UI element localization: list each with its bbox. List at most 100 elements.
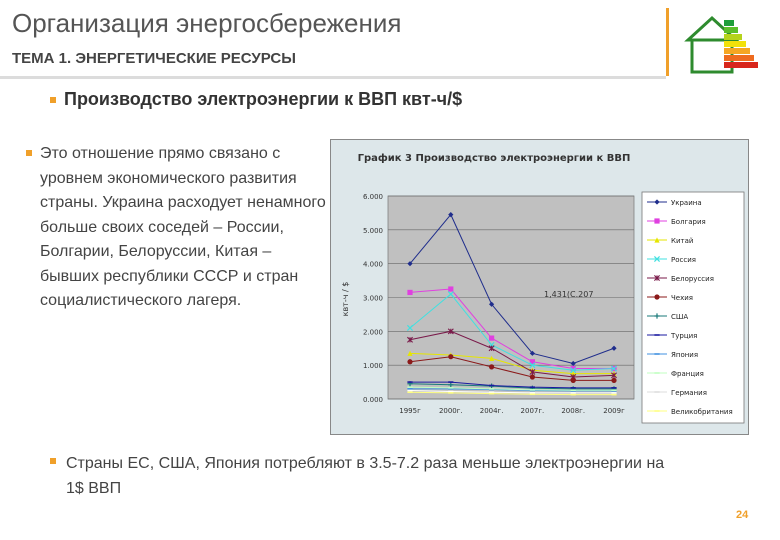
legend-label: Китай — [671, 237, 693, 245]
data-point — [529, 368, 536, 375]
y-tick-label: 1.000 — [363, 362, 383, 370]
x-tick-labels: 1995г 2000г. 2004г. 2007г. 2008г. 2009г — [399, 407, 625, 415]
y-tick-label: 0.000 — [363, 396, 383, 404]
data-point — [570, 365, 576, 372]
y-tick-labels: 0.000 1.000 2.000 3.000 4.000 5.000 6.000 — [363, 193, 383, 404]
header-divider — [0, 76, 666, 79]
data-point — [610, 365, 618, 372]
page-number: 24 — [736, 509, 749, 521]
legend-label: США — [671, 313, 688, 321]
legend-item: Россия — [647, 255, 696, 264]
x-tick-label: 1995г — [399, 407, 421, 415]
chart-title: График 3 Производство электроэнергии к В… — [358, 152, 631, 164]
legend-label: Великобритания — [671, 408, 733, 416]
series-line — [409, 383, 614, 390]
x-tick-label: 2000г. — [439, 407, 463, 415]
legend-item: Чехия — [647, 294, 693, 302]
legend-label: Болгария — [671, 218, 706, 226]
legend-item: Украина — [647, 199, 702, 207]
series-line — [409, 352, 614, 375]
series — [407, 386, 617, 392]
series-lines — [406, 212, 618, 396]
legend — [641, 191, 745, 424]
legend-item: США — [647, 313, 688, 321]
series-line — [409, 391, 614, 396]
data-point — [653, 255, 661, 263]
series-line — [409, 356, 614, 381]
series — [407, 381, 617, 389]
legend-item: Великобритания — [647, 408, 733, 416]
series-line — [409, 330, 615, 378]
slide-heading: Производство электроэнергии к ВВП квт-ч/… — [64, 89, 463, 109]
body-paragraph: Это отношение прямо связано с уровнем эк… — [40, 145, 326, 309]
data-point — [654, 237, 660, 243]
series-line — [409, 293, 615, 371]
data-point — [407, 336, 413, 343]
x-tick-label: 2009г — [603, 407, 625, 415]
data-point — [448, 286, 454, 292]
legend-label: Россия — [671, 256, 696, 264]
gridlines — [388, 195, 634, 400]
data-point — [611, 345, 617, 351]
legend-label: Турция — [670, 332, 697, 340]
data-point — [407, 350, 413, 356]
data-point — [447, 291, 454, 298]
data-point — [529, 359, 535, 365]
x-tick-label: 2004г. — [480, 407, 504, 415]
data-point — [654, 199, 660, 205]
chart-annotation: 1,431(С.207 — [544, 290, 593, 299]
data-point — [407, 261, 413, 267]
energy-house-icon — [684, 15, 758, 74]
data-point — [407, 289, 413, 296]
energy-gdp-chart: График 3 Производство электроэнергии к В… — [330, 139, 749, 435]
legend-item: Турция — [647, 332, 697, 340]
data-point — [654, 218, 660, 224]
y-tick-label: 4.000 — [363, 261, 383, 269]
legend-label: Украина — [671, 199, 702, 207]
legend-item: Япония — [647, 351, 698, 359]
x-tick-label: 2008г. — [561, 407, 585, 415]
data-point — [448, 354, 454, 360]
data-point — [488, 345, 495, 352]
legend-label: Франция — [671, 370, 704, 378]
data-point — [570, 367, 577, 374]
data-point — [489, 335, 495, 341]
header-subtitle: ТЕМА 1. ЭНЕРГЕТИЧЕСКИЕ РЕСУРСЫ — [12, 50, 296, 67]
footnote-text: Страны ЕС, США, Япония потребляют в 3.5-… — [66, 455, 665, 497]
data-point — [407, 359, 413, 365]
data-point — [448, 382, 454, 388]
y-tick-label: 2.000 — [363, 328, 383, 336]
bullet-marker — [26, 150, 32, 156]
x-tick-label: 2007г. — [521, 407, 545, 415]
series-line — [410, 388, 614, 392]
legend-label: Белоруссия — [671, 275, 714, 283]
y-tick-label: 3.000 — [363, 295, 383, 303]
y-tick-label: 5.000 — [363, 227, 383, 235]
data-point — [654, 275, 660, 281]
header-title: Организация энергосбережения — [12, 8, 402, 38]
data-point — [570, 377, 576, 383]
series-line — [409, 386, 614, 391]
y-axis-label: квт-ч / $ — [341, 282, 350, 317]
data-point — [447, 328, 454, 335]
series-line — [410, 381, 614, 389]
data-point — [654, 313, 660, 319]
legend-item: Китай — [647, 237, 693, 245]
legend-label: Япония — [671, 351, 698, 359]
data-point — [529, 374, 535, 380]
data-point — [489, 355, 495, 361]
data-point — [406, 324, 414, 331]
legend-item: Болгария — [647, 218, 706, 226]
data-point — [489, 364, 495, 370]
data-point — [611, 372, 617, 379]
series-line — [409, 213, 615, 364]
bullet-marker — [50, 97, 56, 103]
series — [407, 328, 617, 380]
series — [407, 391, 617, 396]
legend-item: Германия — [647, 389, 707, 397]
data-point — [654, 294, 660, 300]
series-line — [409, 390, 614, 394]
series-line — [409, 288, 614, 370]
data-point — [611, 377, 617, 383]
bullet-marker — [50, 458, 56, 464]
